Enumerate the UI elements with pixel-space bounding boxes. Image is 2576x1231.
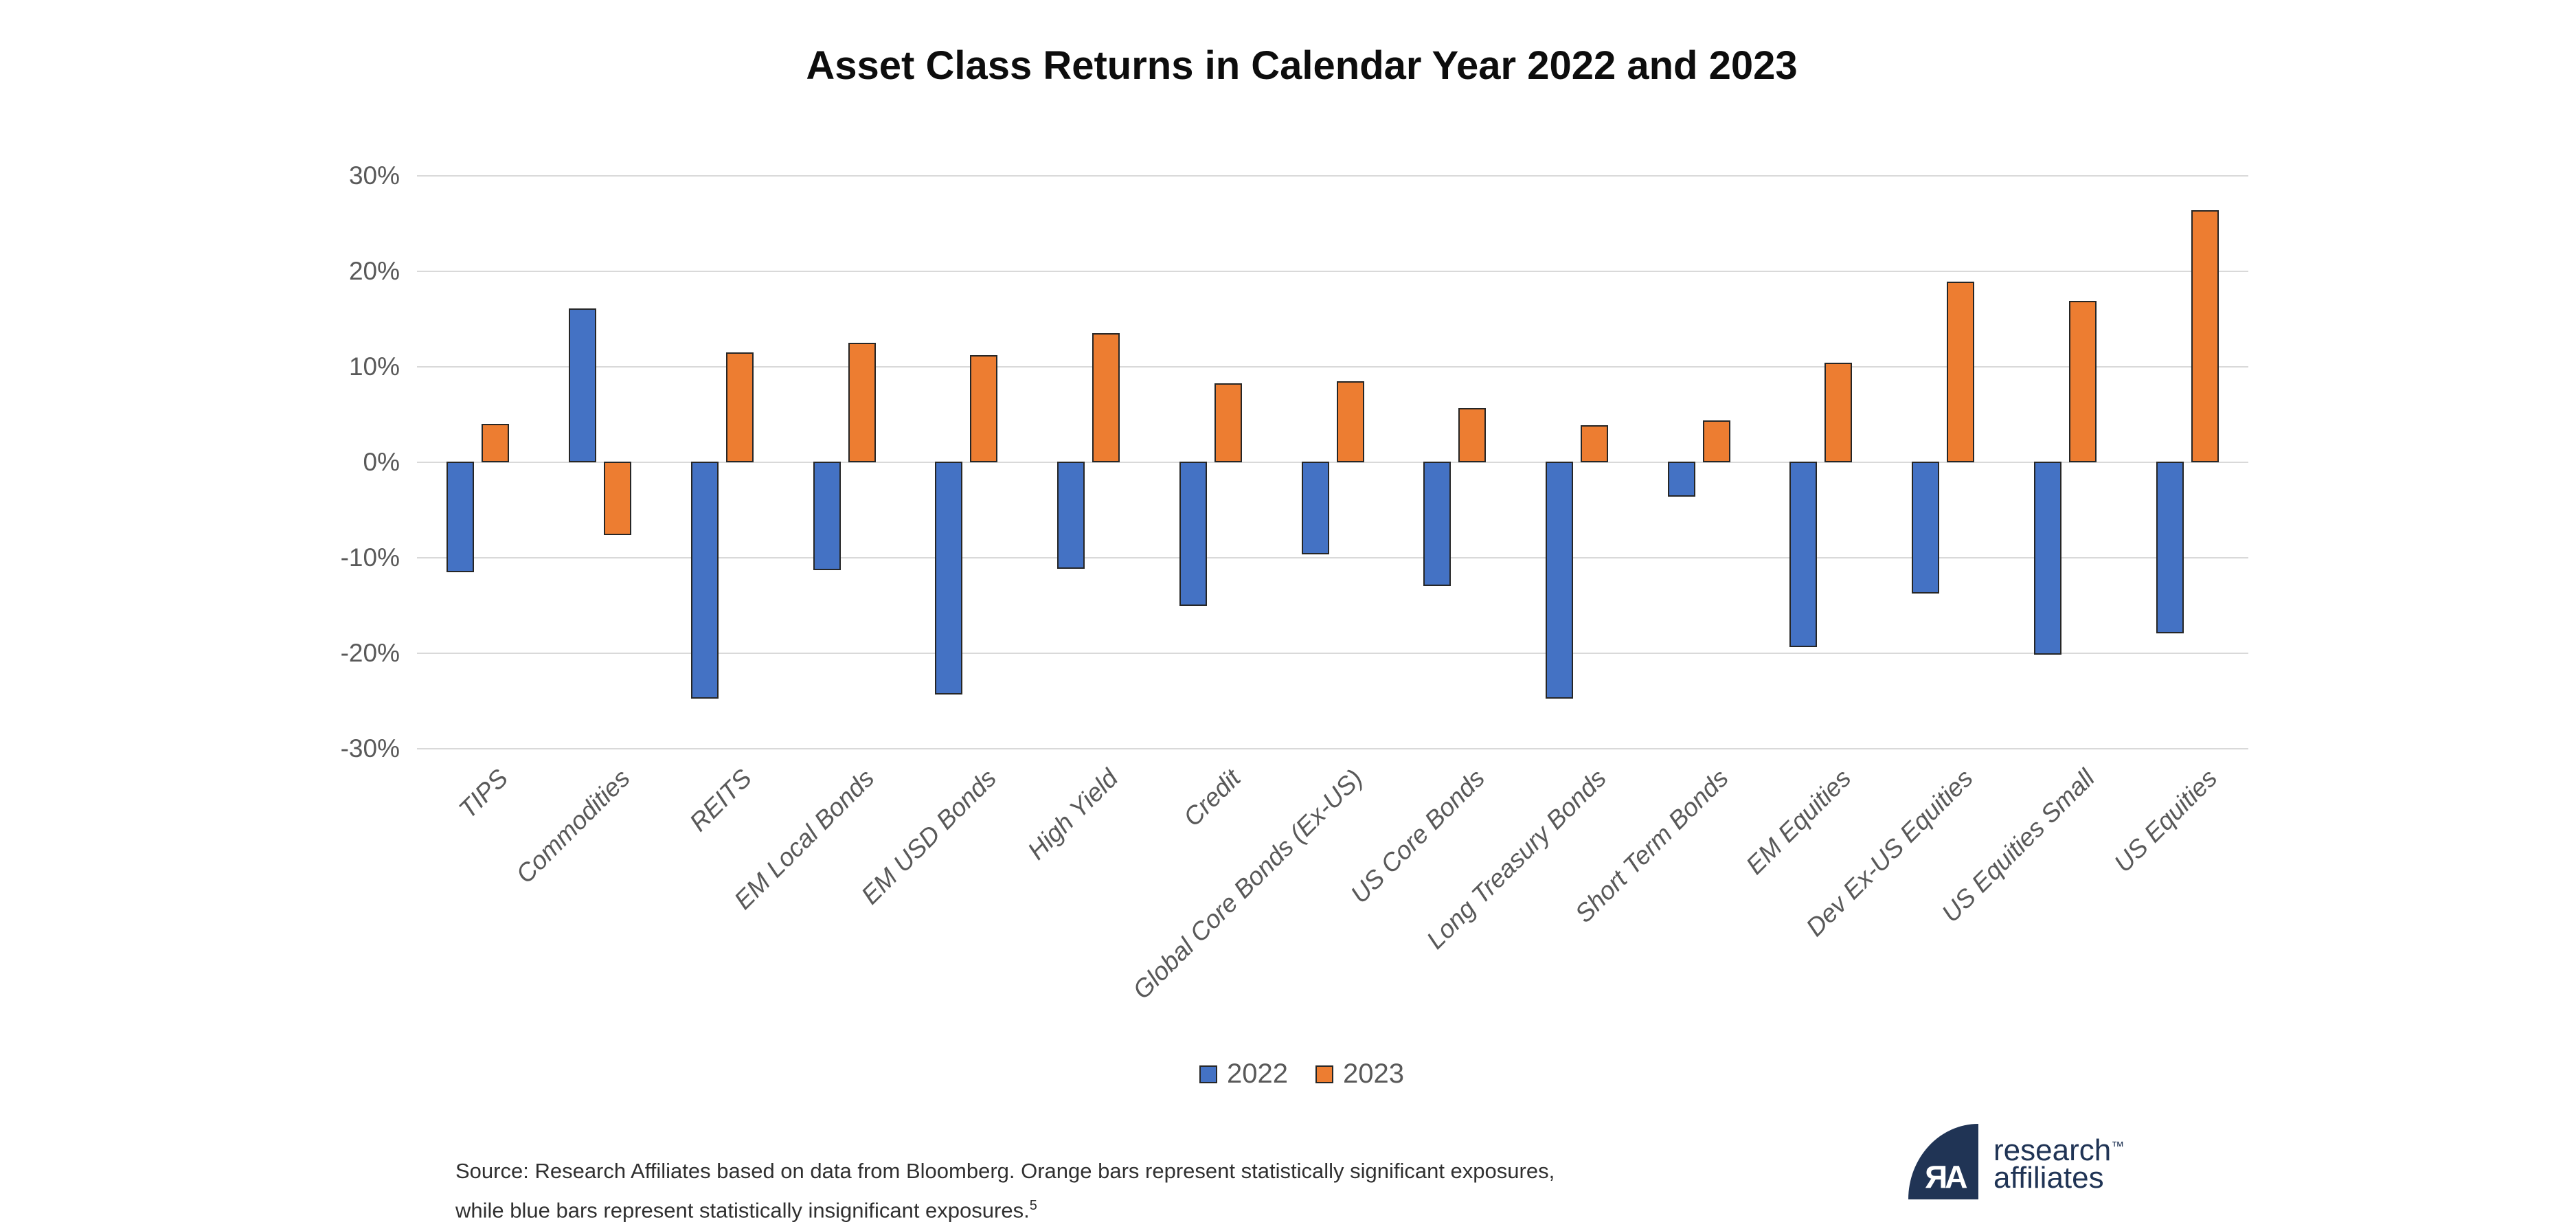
- gridline--20%: [417, 653, 2248, 654]
- bar-2023-Dev-Ex-US-Equities: [1947, 282, 1975, 462]
- research-affiliates-logo: ЯA research™ affiliates: [1908, 1124, 2124, 1199]
- bar-2022-High-Yield: [1057, 462, 1085, 569]
- bar-2022-Commodities: [569, 308, 597, 462]
- x-axis-label-US-Equities: US Equities: [2108, 764, 2223, 878]
- x-axis-label-High-Yield: High Yield: [1022, 764, 1124, 866]
- bar-2023-High-Yield: [1092, 333, 1120, 462]
- bar-2023-EM-USD-Bonds: [970, 355, 998, 462]
- x-axis-label-Credit: Credit: [1177, 764, 1246, 832]
- legend-label-2022: 2022: [1227, 1059, 1288, 1089]
- y-axis-tick-30%: 30%: [348, 161, 400, 190]
- footnote-line-2: while blue bars represent statistically …: [455, 1198, 1030, 1223]
- bar-2022-US-Core-Bonds: [1423, 462, 1451, 586]
- chart-title: Asset Class Returns in Calendar Year 202…: [806, 43, 1798, 88]
- bar-2022-Dev-Ex-US-Equities: [1912, 462, 1940, 594]
- bar-2023-Short-Term-Bonds: [1702, 420, 1730, 462]
- bar-2022-Credit: [1179, 462, 1207, 606]
- bar-2022-EM-Local-Bonds: [813, 462, 841, 571]
- bar-2022-EM-USD-Bonds: [935, 462, 963, 695]
- bar-2022-TIPS: [447, 462, 475, 573]
- gridline--30%: [417, 748, 2248, 749]
- bar-2023-REITS: [725, 352, 754, 462]
- logo-word-affiliates: affiliates: [1993, 1161, 2104, 1195]
- ra-monogram-icon: ЯA: [1925, 1159, 1967, 1195]
- gridline-30%: [417, 175, 2248, 177]
- y-axis-tick-10%: 10%: [348, 352, 400, 381]
- x-axis-label-Commodities: Commodities: [510, 764, 635, 889]
- logo-wordmark: research™ affiliates: [1993, 1124, 2125, 1195]
- bar-2023-Global-Core-Bonds-Ex-US-: [1336, 381, 1364, 462]
- bar-2023-EM-Equities: [1824, 363, 1853, 462]
- y-axis-tick--20%: -20%: [340, 639, 400, 667]
- source-footnote: Source: Research Affiliates based on dat…: [455, 1154, 1678, 1228]
- legend-item-2023: 2023: [1315, 1059, 1404, 1089]
- y-axis-tick-0%: 0%: [363, 448, 400, 476]
- bar-2023-Credit: [1214, 383, 1242, 462]
- y-axis-tick--30%: -30%: [340, 734, 400, 763]
- bar-2022-EM-Equities: [1789, 462, 1818, 647]
- bar-2023-TIPS: [482, 424, 510, 462]
- bar-2022-REITS: [690, 462, 719, 699]
- bar-2023-US-Core-Bonds: [1458, 407, 1487, 462]
- y-axis-tick-20%: 20%: [348, 257, 400, 285]
- trademark-symbol: ™: [2111, 1140, 2125, 1154]
- bar-2022-US-Equities-Small: [2033, 462, 2061, 655]
- bar-2023-US-Equities-Small: [2068, 301, 2097, 462]
- gridline--10%: [417, 557, 2248, 558]
- bar-2023-Commodities: [604, 462, 632, 536]
- x-axis-label-EM-Equities: EM Equities: [1740, 764, 1856, 880]
- footnote-superscript: 5: [1029, 1198, 1037, 1213]
- logo-word-research: research: [1993, 1133, 2112, 1167]
- legend-swatch-2023: [1315, 1065, 1333, 1083]
- bar-2022-Global-Core-Bonds-Ex-US-: [1301, 462, 1329, 554]
- bar-2022-US-Equities: [2156, 462, 2184, 634]
- legend-swatch-2022: [1199, 1065, 1218, 1083]
- x-axis-label-REITS: REITS: [684, 764, 758, 837]
- gridline-20%: [417, 271, 2248, 272]
- bar-2023-EM-Local-Bonds: [848, 343, 876, 462]
- gridline-10%: [417, 366, 2248, 368]
- bar-2022-Short-Term-Bonds: [1667, 462, 1695, 497]
- x-axis-label-Global-Core-Bonds-Ex-US-: Global Core Bonds (Ex-US): [1127, 764, 1368, 1005]
- bar-2023-US-Equities: [2191, 210, 2219, 462]
- bar-2023-Long-Treasury-Bonds: [1580, 425, 1608, 462]
- y-axis-tick--10%: -10%: [340, 543, 400, 572]
- legend-item-2022: 2022: [1199, 1059, 1288, 1089]
- logo-quarter-circle-icon: ЯA: [1908, 1124, 1978, 1199]
- gridline-0%: [417, 462, 2248, 463]
- x-axis-label-TIPS: TIPS: [453, 764, 513, 824]
- bar-2022-Long-Treasury-Bonds: [1545, 462, 1573, 699]
- legend: 2022 2023: [343, 1059, 2260, 1089]
- legend-label-2023: 2023: [1343, 1059, 1404, 1089]
- footnote-line-1: Source: Research Affiliates based on dat…: [455, 1159, 1555, 1183]
